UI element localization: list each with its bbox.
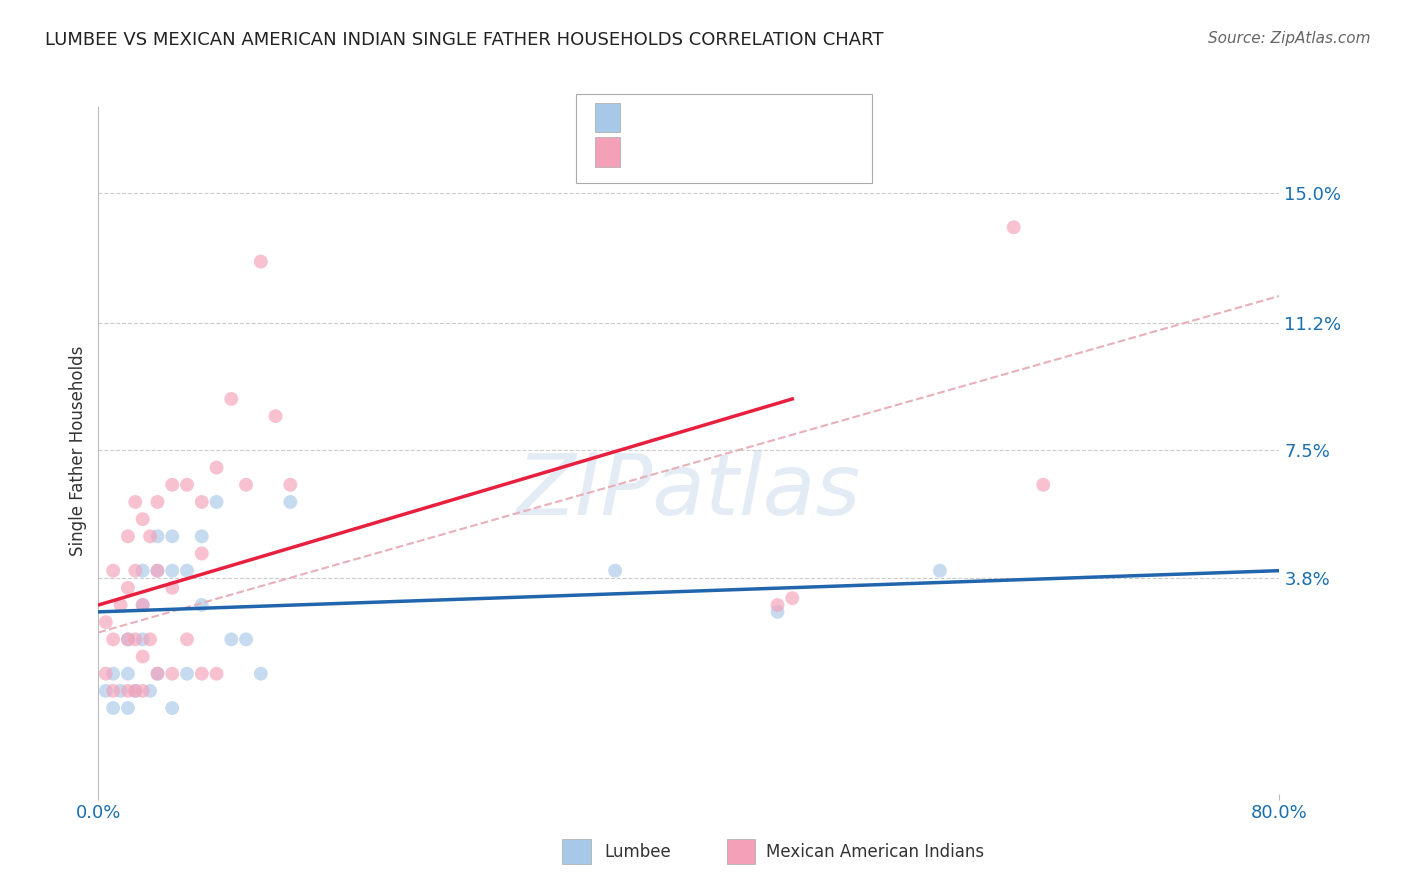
Point bbox=[162, 564, 183, 578]
Point bbox=[132, 632, 155, 647]
Point bbox=[124, 564, 146, 578]
Point bbox=[103, 666, 125, 681]
Point bbox=[94, 615, 117, 630]
Point bbox=[280, 495, 302, 509]
Point bbox=[132, 598, 155, 612]
Point bbox=[766, 598, 789, 612]
Point bbox=[146, 495, 169, 509]
Point bbox=[191, 666, 214, 681]
Point bbox=[103, 701, 125, 715]
Text: Lumbee: Lumbee bbox=[605, 843, 671, 861]
Point bbox=[94, 683, 117, 698]
Point bbox=[117, 701, 139, 715]
Point bbox=[235, 478, 257, 492]
Point bbox=[235, 632, 257, 647]
Point bbox=[139, 529, 162, 543]
Point bbox=[176, 632, 198, 647]
Point bbox=[205, 460, 228, 475]
Point bbox=[1032, 478, 1054, 492]
Point bbox=[117, 666, 139, 681]
Point bbox=[162, 666, 183, 681]
Point bbox=[103, 683, 125, 698]
Point bbox=[162, 529, 183, 543]
Point bbox=[132, 598, 155, 612]
Text: LUMBEE VS MEXICAN AMERICAN INDIAN SINGLE FATHER HOUSEHOLDS CORRELATION CHART: LUMBEE VS MEXICAN AMERICAN INDIAN SINGLE… bbox=[45, 31, 883, 49]
Text: ZIPatlas: ZIPatlas bbox=[517, 450, 860, 533]
Point bbox=[132, 512, 155, 526]
Point bbox=[124, 495, 146, 509]
Point bbox=[117, 581, 139, 595]
Point bbox=[146, 564, 169, 578]
Point bbox=[132, 683, 155, 698]
Text: Source: ZipAtlas.com: Source: ZipAtlas.com bbox=[1208, 31, 1371, 46]
Text: R = 0.339   N = 44: R = 0.339 N = 44 bbox=[628, 143, 786, 161]
Point bbox=[221, 632, 243, 647]
Point bbox=[103, 564, 125, 578]
Point bbox=[280, 478, 302, 492]
Point bbox=[221, 392, 243, 406]
Point bbox=[162, 581, 183, 595]
Text: Mexican American Indians: Mexican American Indians bbox=[766, 843, 984, 861]
Point bbox=[250, 666, 273, 681]
Y-axis label: Single Father Households: Single Father Households bbox=[69, 345, 87, 556]
Point bbox=[132, 649, 155, 664]
Point bbox=[605, 564, 627, 578]
Point bbox=[146, 529, 169, 543]
Point bbox=[176, 666, 198, 681]
Point bbox=[117, 529, 139, 543]
Point bbox=[191, 546, 214, 561]
Point bbox=[191, 529, 214, 543]
Point bbox=[117, 632, 139, 647]
Point bbox=[117, 632, 139, 647]
Point bbox=[205, 495, 228, 509]
Point bbox=[110, 598, 132, 612]
Point bbox=[191, 495, 214, 509]
Point bbox=[146, 666, 169, 681]
Point bbox=[929, 564, 952, 578]
Point bbox=[117, 683, 139, 698]
Point bbox=[766, 605, 789, 619]
Point bbox=[1002, 220, 1025, 235]
Point bbox=[132, 564, 155, 578]
Point bbox=[110, 683, 132, 698]
Point bbox=[250, 254, 273, 268]
Point bbox=[146, 564, 169, 578]
Text: R = 0.076   N = 30: R = 0.076 N = 30 bbox=[628, 102, 786, 120]
Point bbox=[94, 666, 117, 681]
Point bbox=[191, 598, 214, 612]
Point bbox=[124, 632, 146, 647]
Point bbox=[264, 409, 287, 423]
Point bbox=[146, 666, 169, 681]
Point bbox=[205, 666, 228, 681]
Point bbox=[103, 632, 125, 647]
Point bbox=[176, 564, 198, 578]
Point bbox=[124, 683, 146, 698]
Point bbox=[162, 701, 183, 715]
Point bbox=[782, 591, 804, 606]
Point bbox=[176, 478, 198, 492]
Point bbox=[139, 632, 162, 647]
Point bbox=[124, 683, 146, 698]
Point bbox=[139, 683, 162, 698]
Point bbox=[162, 478, 183, 492]
